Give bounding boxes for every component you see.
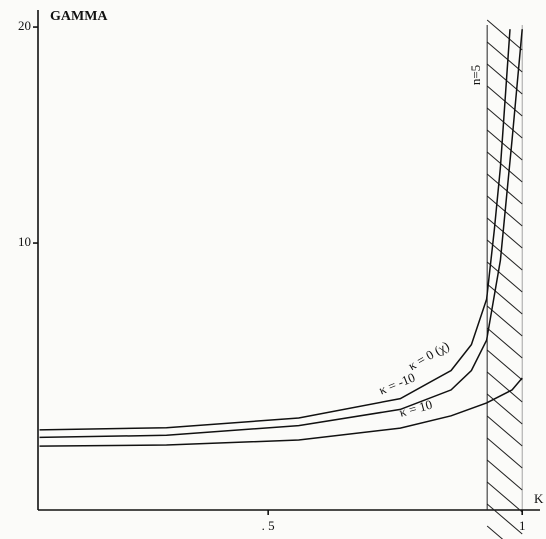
- x-tick-label: 1: [519, 518, 526, 533]
- curve: [39, 29, 511, 431]
- curve-label: κ = 10: [398, 397, 434, 420]
- y-tick-label: 10: [18, 234, 31, 249]
- curve: [39, 377, 523, 447]
- hatch-line: [486, 327, 523, 359]
- hatch-line: [486, 129, 523, 161]
- hatch-line: [486, 349, 523, 381]
- hatch-line: [486, 415, 523, 447]
- hatch-line: [486, 217, 523, 249]
- hatch-line: [486, 41, 523, 73]
- hatch-line: [486, 371, 523, 403]
- x-tick-label: . 5: [262, 518, 275, 533]
- hatch-line: [486, 261, 523, 293]
- hatch-line: [486, 283, 523, 315]
- hatch-line: [486, 305, 523, 337]
- y-tick-label: 20: [18, 18, 31, 33]
- hatch-line: [486, 525, 504, 539]
- curve-label: κ = 0 (χ): [405, 338, 451, 373]
- hatch-line: [486, 19, 523, 51]
- y-axis-label: GAMMA: [50, 9, 108, 24]
- hatch-line: [486, 481, 523, 513]
- hatch-line: [486, 393, 523, 425]
- region-label: n=5: [468, 65, 483, 85]
- hatch-line: [486, 107, 523, 139]
- hatch-line: [486, 437, 523, 469]
- hatch-line: [486, 459, 523, 491]
- x-axis-label: K: [534, 491, 544, 506]
- hatch-line: [486, 151, 523, 183]
- hatch-line: [486, 173, 523, 205]
- hatch-line: [486, 503, 523, 535]
- curve: [39, 29, 523, 439]
